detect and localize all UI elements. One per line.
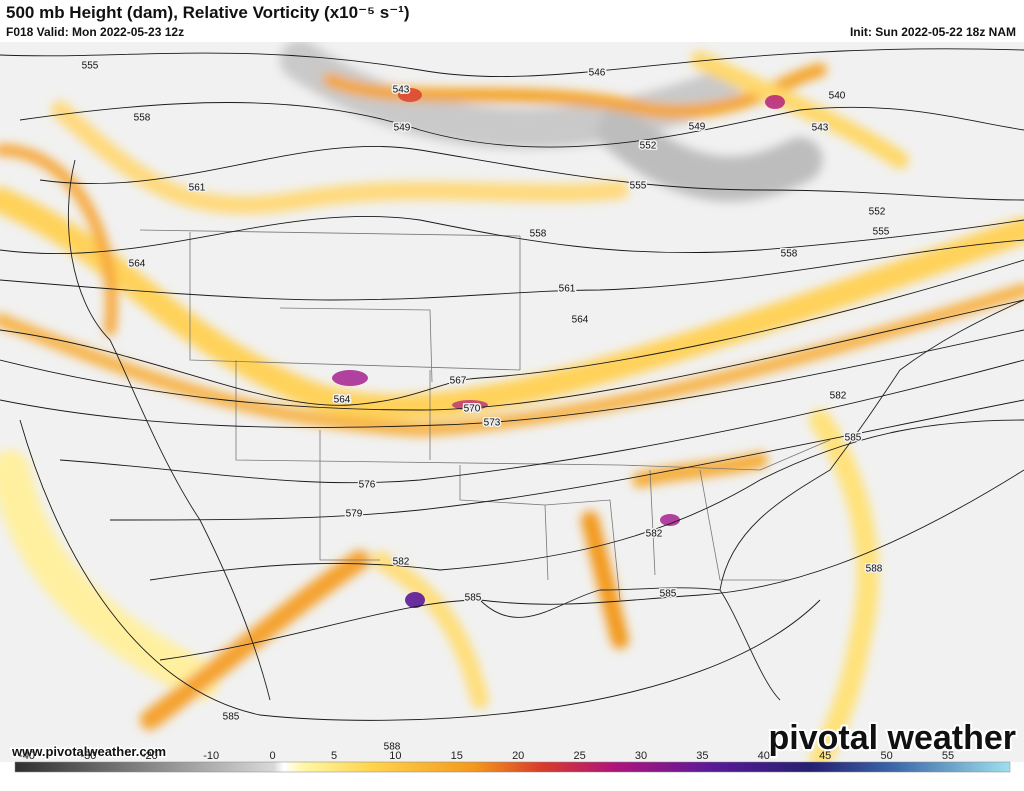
contour-label: 582 — [830, 391, 847, 402]
contour-label: 543 — [812, 123, 829, 134]
contour-label: 567 — [450, 376, 467, 387]
contour-label: 555 — [630, 181, 647, 192]
colorbar-label: -40 — [19, 750, 35, 762]
contour-label: 546 — [589, 68, 606, 79]
colorbar-label: -20 — [142, 750, 158, 762]
contour-label: 543 — [393, 85, 410, 96]
contour-label: 564 — [334, 395, 351, 406]
contour-label: 549 — [689, 122, 706, 133]
contour-label: 582 — [393, 557, 410, 568]
contour-label: 540 — [829, 91, 846, 102]
contour-label: 582 — [646, 529, 663, 540]
map-field: 5555585615645435495465495525555585615645… — [0, 42, 1024, 762]
contour-label: 558 — [781, 249, 798, 260]
colorbar-label: 50 — [880, 750, 892, 762]
colorbar-label: 35 — [696, 750, 708, 762]
contour-label: 579 — [346, 509, 363, 520]
contour-label: 585 — [660, 589, 677, 600]
contour-label: 576 — [359, 480, 376, 491]
colorbar-label: 10 — [389, 750, 401, 762]
colorbar-label: -30 — [80, 750, 96, 762]
colorbar-label: -10 — [203, 750, 219, 762]
contour-label: 564 — [129, 259, 146, 270]
colorbar-label: 40 — [758, 750, 770, 762]
state-borders — [139, 229, 831, 601]
contour-label: 585 — [465, 593, 482, 604]
colorbar — [14, 761, 1011, 773]
colorbar-label: 0 — [270, 750, 276, 762]
coastlines — [67, 159, 1024, 701]
colorbar-label: 30 — [635, 750, 647, 762]
vorticity-field — [0, 42, 1024, 762]
vorticity-maxima — [332, 88, 785, 608]
valid-time: F018 Valid: Mon 2022-05-23 12z — [6, 25, 185, 39]
contour-label: 558 — [530, 229, 547, 240]
colorbar-labels: -40 -30 -20 -10 0 5 10 15 20 25 30 35 40 45 50 55 — [19, 750, 954, 762]
colorbar-label: 45 — [819, 750, 831, 762]
contour-label: 558 — [134, 113, 151, 124]
contour-label: 561 — [559, 284, 576, 295]
contour-label: 555 — [82, 61, 99, 72]
contour-label: 564 — [572, 315, 589, 326]
contour-label: 549 — [394, 123, 411, 134]
colorbar-label: 55 — [942, 750, 954, 762]
contour-label: 588 — [384, 742, 401, 753]
colorbar-label: 20 — [512, 750, 524, 762]
contour-label: 573 — [484, 418, 501, 429]
contour-label: 561 — [189, 183, 206, 194]
website: www.pivotalweather.com — [11, 744, 166, 759]
contour-label: 585 — [845, 433, 862, 444]
contour-label: 552 — [869, 207, 886, 218]
init-time: Init: Sun 2022-05-22 18z NAM — [849, 25, 1016, 39]
contour-label: 555 — [873, 227, 890, 238]
logo: pivotal weather — [768, 719, 1016, 757]
contour-label: 588 — [866, 564, 883, 575]
contour-label: 570 — [464, 404, 481, 415]
contour-label: 585 — [223, 712, 240, 723]
title: 500 mb Height (dam), Relative Vorticity … — [6, 3, 410, 22]
colorbar-label: 15 — [451, 750, 463, 762]
contour-label: 552 — [640, 141, 657, 152]
colorbar-label: 5 — [331, 750, 337, 762]
height-contours — [0, 48, 1024, 721]
contour-labels: 555 558 561 564 543 549 546 549 552 555 558 561 564 5… — [80, 59, 891, 754]
colorbar-label: 25 — [573, 750, 585, 762]
